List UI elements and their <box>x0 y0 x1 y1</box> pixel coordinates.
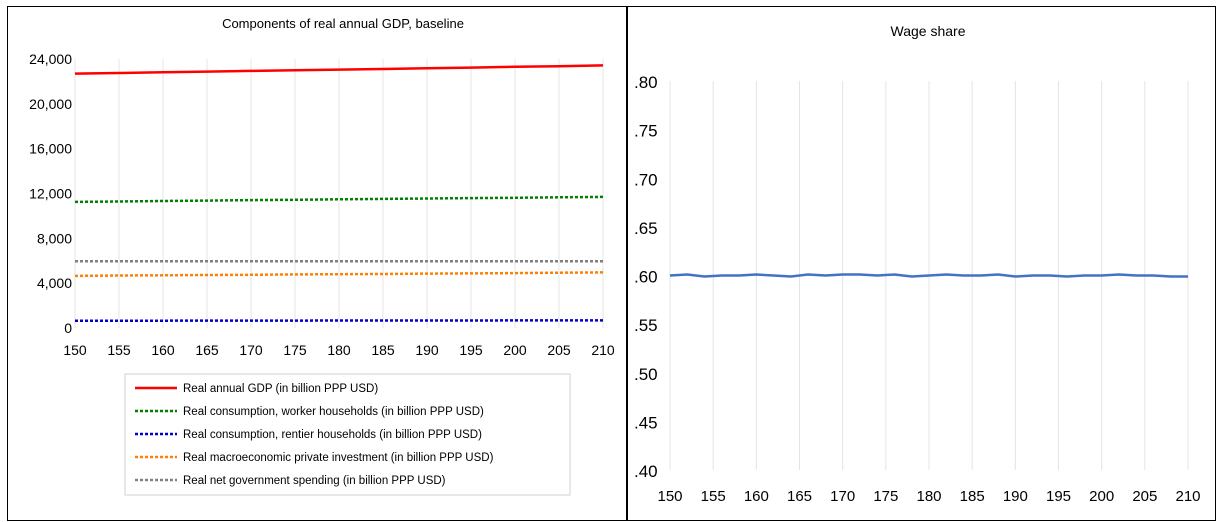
x-tick-label: 155 <box>107 342 131 358</box>
y-tick-label: 12,000 <box>29 186 72 202</box>
x-tick-label: 160 <box>744 488 769 505</box>
legend-label: Real consumption, worker households (in … <box>183 406 484 418</box>
series-line <box>670 275 1188 277</box>
y-tick-label: 16,000 <box>29 141 72 157</box>
y-tick-label: 0 <box>64 320 72 336</box>
x-tick-label: 150 <box>63 342 87 358</box>
y-tick-label: .75 <box>634 122 658 141</box>
x-tick-label: 210 <box>1175 488 1200 505</box>
y-tick-label: 20,000 <box>29 96 72 112</box>
x-tick-label: 205 <box>1132 488 1157 505</box>
legend-label: Real consumption, rentier households (in… <box>183 429 482 441</box>
x-tick-label: 165 <box>195 342 219 358</box>
chart-title: Components of real annual GDP, baseline <box>222 16 464 31</box>
x-tick-label: 170 <box>239 342 263 358</box>
x-tick-label: 190 <box>415 342 439 358</box>
x-tick-label: 150 <box>657 488 682 505</box>
y-tick-label: .40 <box>634 462 658 481</box>
x-tick-label: 185 <box>371 342 395 358</box>
x-tick-label: 190 <box>1003 488 1028 505</box>
x-tick-label: 175 <box>873 488 898 505</box>
gdp-components-chart: Components of real annual GDP, baseline 0… <box>8 7 628 522</box>
x-tick-label: 175 <box>283 342 307 358</box>
x-tick-label: 185 <box>960 488 985 505</box>
y-tick-label: .50 <box>634 365 658 384</box>
x-tick-label: 155 <box>701 488 726 505</box>
wage-share-chart: Wage share .40 .45 .50 .55 .60 .65 .70 .75 .80 150… <box>628 7 1218 522</box>
wage-share-chart-panel: Wage share .40 .45 .50 .55 .60 .65 .70 .75 .80 150… <box>626 6 1216 521</box>
gdp-components-chart-panel: Components of real annual GDP, baseline 0… <box>7 6 627 521</box>
x-tick-label: 210 <box>591 342 615 358</box>
y-tick-label: 4,000 <box>37 275 72 291</box>
y-tick-label: .55 <box>634 316 658 335</box>
y-tick-label: 8,000 <box>37 230 72 246</box>
y-tick-label: .70 <box>634 170 658 189</box>
x-tick-label: 180 <box>327 342 351 358</box>
x-tick-label: 170 <box>830 488 855 505</box>
x-tick-label: 160 <box>151 342 175 358</box>
chart-title: Wage share <box>891 23 966 39</box>
legend-label: Real macroeconomic private investment (i… <box>183 452 494 464</box>
y-tick-label: .60 <box>634 268 658 287</box>
y-tick-label: .65 <box>634 219 658 238</box>
y-tick-label: .80 <box>634 73 658 92</box>
y-tick-label: .45 <box>634 413 658 432</box>
legend-label: Real annual GDP (in billion PPP USD) <box>183 383 378 395</box>
x-tick-label: 180 <box>916 488 941 505</box>
y-tick-label: 24,000 <box>29 51 72 67</box>
x-tick-label: 165 <box>787 488 812 505</box>
x-tick-label: 205 <box>547 342 571 358</box>
x-tick-label: 200 <box>1089 488 1114 505</box>
x-tick-label: 195 <box>1046 488 1071 505</box>
legend-label: Real net government spending (in billion… <box>183 475 446 487</box>
x-tick-label: 200 <box>503 342 527 358</box>
x-tick-label: 195 <box>459 342 483 358</box>
